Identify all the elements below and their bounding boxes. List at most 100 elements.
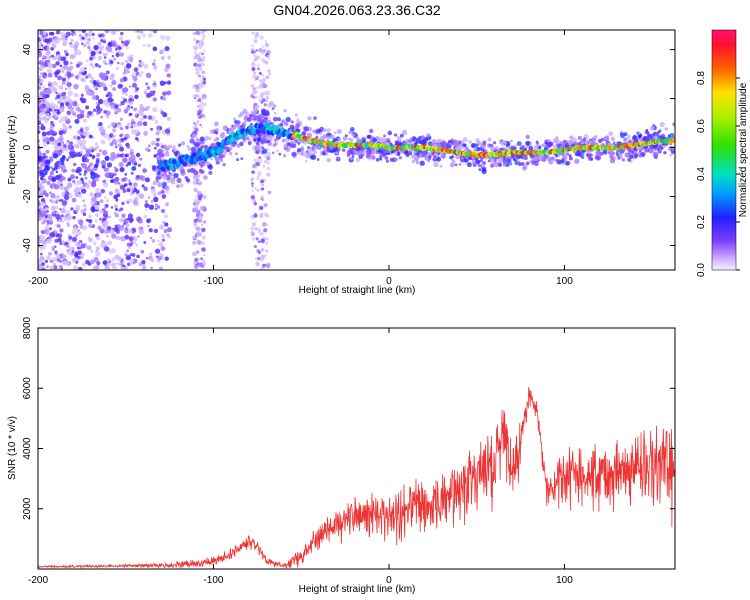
spectrogram-cell bbox=[45, 265, 49, 269]
spectrogram-cell bbox=[61, 200, 68, 206]
spectrogram-cell bbox=[126, 262, 131, 267]
colorbar-tick-label: 0.0 bbox=[696, 263, 707, 277]
spectrogram-cell bbox=[99, 47, 104, 51]
spectrogram-cell bbox=[81, 131, 87, 137]
spectrogram-cell bbox=[274, 138, 279, 142]
spectrogram-cell bbox=[59, 228, 64, 233]
spectrogram-cell bbox=[96, 103, 100, 107]
spectrogram-cell bbox=[38, 45, 44, 52]
spectrogram-cell bbox=[507, 145, 511, 150]
spectrogram-cell bbox=[289, 143, 295, 149]
spectrogram-cell bbox=[128, 179, 131, 182]
spectrogram-cell bbox=[657, 145, 662, 150]
spectrogram-cell bbox=[105, 62, 108, 66]
spectrogram-cell bbox=[267, 103, 272, 108]
spectrogram-cell bbox=[47, 37, 53, 43]
spectrogram-cell bbox=[72, 180, 76, 184]
spectrogram-cell bbox=[117, 256, 122, 262]
spectrogram-cell bbox=[109, 84, 113, 88]
spectrogram-cell bbox=[150, 30, 154, 32]
spectrogram-cell bbox=[516, 154, 522, 160]
spectrogram-cell bbox=[159, 80, 166, 86]
spectrogram-cell bbox=[312, 129, 316, 134]
spectrogram-cell bbox=[63, 217, 68, 222]
spectrogram-cell bbox=[242, 136, 246, 140]
spectrogram-cell bbox=[261, 57, 265, 62]
spectrogram-cell bbox=[103, 182, 109, 188]
spectrogram-cell bbox=[122, 189, 127, 193]
spectrogram-cell bbox=[61, 56, 66, 62]
spectrogram-cell bbox=[164, 214, 168, 219]
spectrogram-cell bbox=[136, 30, 140, 33]
spectrogram-cell bbox=[664, 127, 668, 131]
spectrogram-cell bbox=[200, 107, 205, 111]
spectrogram-cell bbox=[87, 45, 91, 49]
spectrogram-cell bbox=[506, 140, 510, 144]
spectrogram-cell bbox=[67, 177, 72, 182]
spectrogram-cell bbox=[150, 258, 155, 263]
spectrogram-cell bbox=[179, 183, 184, 188]
spectrogram-cell bbox=[393, 151, 398, 155]
spectrogram-cell bbox=[105, 70, 110, 75]
spectrogram-cell bbox=[38, 263, 42, 269]
spectrogram-cell bbox=[51, 245, 56, 250]
spectrogram-cell bbox=[131, 165, 137, 171]
spectrogram-cell bbox=[69, 61, 73, 65]
spectrogram-cell bbox=[53, 130, 57, 134]
spectrogram-cell bbox=[61, 191, 66, 196]
spectrogram-cell bbox=[46, 223, 49, 226]
spectrogram-cell bbox=[196, 55, 200, 59]
spectrogram-cell bbox=[308, 133, 313, 137]
spectrogram-cell bbox=[162, 91, 167, 96]
spectrogram-cell bbox=[294, 113, 298, 117]
spectrogram-cell bbox=[193, 187, 198, 193]
spectrogram-cell bbox=[50, 46, 55, 51]
spectrogram-cell bbox=[141, 184, 145, 188]
spectrogram-cell bbox=[262, 49, 266, 53]
spectrogram-cell bbox=[310, 155, 315, 160]
spectrogram-cell bbox=[547, 158, 552, 162]
spectrogram-cell bbox=[197, 59, 201, 63]
spectrogram-cell bbox=[165, 35, 171, 41]
spectrogram-cell bbox=[152, 107, 158, 113]
spectrogram-cell bbox=[51, 257, 57, 262]
spectrogram-cell bbox=[39, 71, 44, 76]
spectrogram-cell bbox=[255, 55, 260, 60]
spectrogram-cell bbox=[363, 137, 367, 141]
spectrogram-cell bbox=[88, 134, 93, 139]
x-tick-label: -200 bbox=[28, 575, 48, 586]
spectrogram-cell bbox=[135, 136, 139, 141]
spectrogram-cell bbox=[59, 86, 64, 90]
spectrogram-cell bbox=[355, 136, 360, 141]
spectrogram-cell bbox=[132, 123, 138, 128]
spectrogram-cell bbox=[75, 208, 80, 213]
spectrogram-cell bbox=[454, 140, 460, 146]
spectrogram-cell bbox=[150, 140, 156, 146]
spectrogram-cell bbox=[192, 251, 197, 257]
colorbar: 0.0 0.2 0.4 0.6 0.8 Normalized spectral ampl… bbox=[696, 29, 749, 277]
spectrogram-cell bbox=[158, 241, 164, 247]
spectrogram-cell bbox=[252, 199, 257, 203]
spectrogram-cell bbox=[250, 134, 254, 139]
spectrogram-cell bbox=[153, 65, 157, 69]
spectrogram-cell bbox=[201, 247, 206, 252]
spectrogram-cell bbox=[253, 202, 257, 206]
spectrogram-cell bbox=[165, 202, 169, 207]
spectrogram-cell bbox=[44, 259, 48, 263]
spectrogram-cell bbox=[105, 52, 109, 56]
spectrogram-cell bbox=[105, 167, 110, 172]
spectrogram-cell bbox=[191, 207, 197, 213]
spectrogram-cell bbox=[303, 126, 309, 132]
spectrogram-cell bbox=[41, 131, 47, 137]
spectrogram-cell bbox=[39, 169, 44, 175]
spectrogram-cell bbox=[499, 140, 504, 145]
spectrogram-cell bbox=[144, 203, 150, 209]
spectrogram-cell bbox=[368, 158, 371, 161]
spectrogram-cell bbox=[151, 239, 156, 243]
spectrogram-cell bbox=[48, 156, 54, 161]
spectrogram-cell bbox=[121, 177, 126, 182]
y-tick-label: 6000 bbox=[22, 377, 33, 400]
spectrogram-cell bbox=[134, 94, 139, 100]
spectrogram-cell bbox=[38, 75, 42, 79]
spectrogram-cell bbox=[49, 221, 52, 225]
